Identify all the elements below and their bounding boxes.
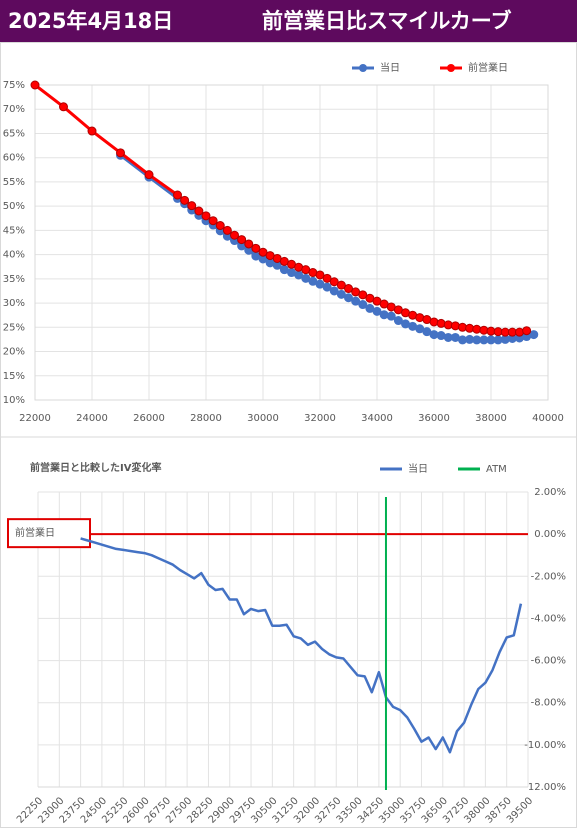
marker (379, 310, 389, 320)
marker (180, 195, 190, 205)
y-tick-label: 25% (3, 322, 25, 333)
marker (116, 148, 125, 158)
marker (529, 330, 539, 340)
marker (436, 318, 446, 328)
marker (251, 243, 261, 253)
x-tick-label: 30000 (247, 413, 279, 424)
legend-marker (359, 64, 367, 72)
y-tick-label: 70% (3, 104, 25, 115)
marker (322, 273, 332, 283)
x-tick-label: 32000 (304, 413, 336, 424)
marker (329, 286, 339, 296)
marker (230, 230, 239, 240)
x-tick-label: 40000 (532, 413, 564, 424)
y-tick-label: 0.00% (534, 529, 566, 540)
x-tick-label: 22000 (19, 413, 51, 424)
marker (237, 235, 247, 245)
marker (201, 211, 211, 221)
y-tick-label: 30% (3, 298, 25, 309)
x-tick-label: 26000 (133, 413, 165, 424)
legend-label: 当日 (408, 462, 428, 475)
y-tick-label: 2.00% (534, 487, 566, 498)
marker (351, 296, 361, 306)
y-tick-label: -4.00% (531, 613, 566, 624)
header-title: 前営業日比スマイルカーブ (262, 9, 511, 33)
marker (358, 300, 368, 310)
marker (515, 327, 524, 337)
marker (222, 225, 232, 235)
y-tick-label: 55% (3, 177, 25, 188)
y-tick-label: 45% (3, 225, 25, 236)
series-line (80, 537, 523, 754)
marker (87, 126, 97, 136)
marker (208, 216, 218, 226)
chart-title: 前営業日と比較したIV変化率 (30, 461, 161, 474)
marker (322, 282, 332, 292)
y-tick-label: 35% (3, 274, 25, 285)
y-tick-label: -12.00% (524, 782, 566, 793)
marker (258, 247, 268, 257)
y-tick-label: -6.00% (531, 656, 566, 667)
marker (344, 284, 353, 294)
x-tick-label: 28000 (190, 413, 222, 424)
legend-label: 前営業日 (468, 61, 508, 74)
marker (30, 80, 40, 90)
y-tick-label: -2.00% (531, 571, 566, 582)
marker (450, 321, 460, 331)
y-tick-label: 60% (3, 153, 25, 164)
y-tick-label: 75% (3, 80, 25, 91)
x-tick-label: 24000 (76, 413, 108, 424)
marker (187, 201, 197, 211)
y-tick-label: -10.00% (524, 740, 566, 751)
reference-box (7, 518, 91, 549)
y-tick-label: 15% (3, 371, 25, 382)
legend-label: 当日 (380, 61, 400, 74)
marker (59, 102, 68, 112)
reference-label: 前営業日 (15, 526, 55, 539)
marker (315, 270, 325, 280)
header-date: 2025年4月18日 (8, 9, 173, 33)
header-bar (0, 0, 577, 42)
marker (344, 293, 353, 303)
marker (372, 306, 382, 316)
marker (393, 316, 403, 326)
x-tick-label: 38000 (475, 413, 507, 424)
x-tick-label: 34000 (361, 413, 393, 424)
plot-border (34, 84, 549, 401)
marker (329, 277, 339, 287)
marker (194, 206, 204, 216)
x-tick-label: 36000 (418, 413, 450, 424)
y-tick-label: 10% (3, 395, 25, 406)
y-tick-label: 65% (3, 128, 25, 139)
y-tick-label: -8.00% (531, 698, 566, 709)
marker (522, 326, 532, 336)
marker (144, 170, 154, 180)
y-tick-label: 20% (3, 347, 25, 358)
marker (215, 221, 225, 231)
legend-label: ATM (486, 464, 507, 475)
marker (244, 239, 254, 249)
marker (429, 317, 439, 327)
marker (336, 280, 346, 290)
y-tick-label: 50% (3, 201, 25, 212)
marker (173, 190, 182, 200)
marker (386, 311, 396, 321)
y-tick-label: 40% (3, 250, 25, 261)
legend-marker (447, 64, 455, 72)
marker (336, 289, 346, 299)
marker (358, 290, 368, 300)
